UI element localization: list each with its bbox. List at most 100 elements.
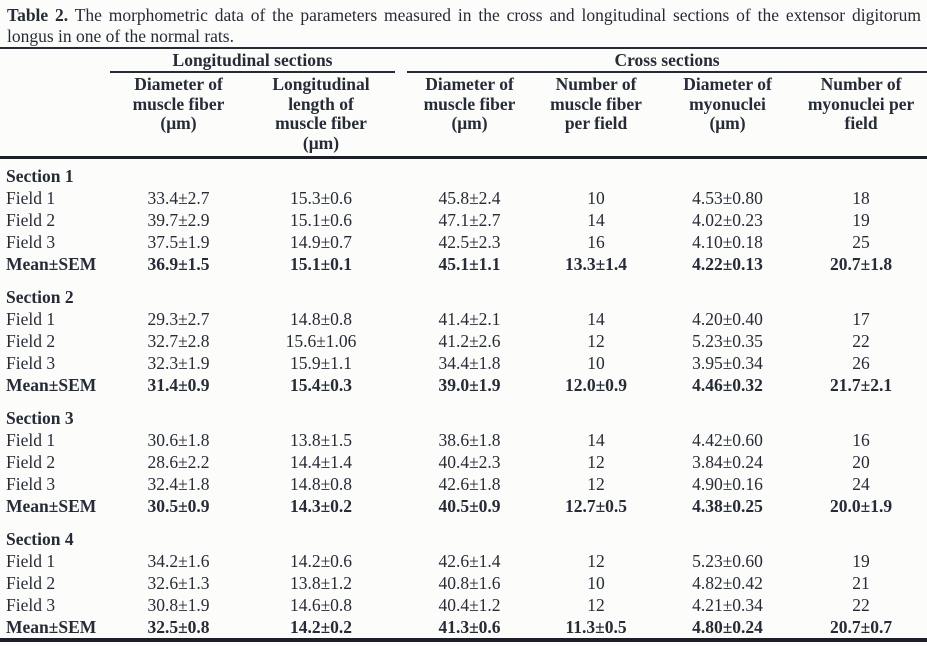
cell-value: 40.4±2.3 xyxy=(438,452,501,472)
col-header-longitudinal-length: Longitudinal length of muscle fiber (μm) xyxy=(247,72,396,159)
cell-value: 32.4±1.8 xyxy=(147,474,210,494)
column-gap xyxy=(395,572,407,594)
field-row: Field 1 34.2±1.6 14.2±0.6 42.6±1.4 12 5.23±0.… xyxy=(0,550,927,572)
cell-value: 3.95±0.34 xyxy=(692,353,763,373)
column-gap xyxy=(395,330,407,352)
section-header-row: Section 4 xyxy=(0,517,927,550)
row-label: Field 2 xyxy=(6,210,56,230)
group-gap xyxy=(395,72,408,159)
group-gap xyxy=(395,48,407,72)
cell-value: 14.6±0.8 xyxy=(289,595,353,615)
cell-value: 24 xyxy=(852,474,870,494)
cell-value: 4.90±0.16 xyxy=(692,474,763,494)
column-gap xyxy=(395,187,407,209)
cell-value: 15.1±0.6 xyxy=(289,210,353,230)
cell-value: 21.7±2.1 xyxy=(829,375,893,395)
cell-value: 20.7±1.8 xyxy=(829,254,893,274)
col-header-number-muscle-fiber: Number of muscle fiber per field xyxy=(532,72,661,159)
field-row: Field 1 33.4±2.7 15.3±0.6 45.8±2.4 10 4.53±0.… xyxy=(0,187,927,209)
column-gap xyxy=(395,594,407,616)
cell-value: 14 xyxy=(587,430,605,450)
cell-value: 10 xyxy=(587,573,605,593)
cell-value: 15.1±0.1 xyxy=(289,254,353,274)
column-gap xyxy=(395,374,407,396)
cell-value: 36.9±1.5 xyxy=(147,254,210,274)
stub-cell xyxy=(0,72,110,159)
cell-value: 12 xyxy=(587,474,605,494)
section-header-row: Section 3 xyxy=(0,396,927,429)
cell-value: 14.2±0.6 xyxy=(289,551,353,571)
row-label: Field 1 xyxy=(6,551,56,571)
column-gap xyxy=(395,308,407,330)
row-label: Mean±SEM xyxy=(6,496,97,516)
cell-value: 26 xyxy=(852,353,870,373)
cell-value: 42.6±1.4 xyxy=(438,551,501,571)
group-longitudinal-sections: Longitudinal sections xyxy=(110,48,396,73)
column-gap xyxy=(395,451,407,473)
cell-value: 45.1±1.1 xyxy=(438,254,501,274)
row-label: Field 3 xyxy=(6,474,56,494)
cell-value: 14.4±1.4 xyxy=(289,452,353,472)
cell-value: 40.8±1.6 xyxy=(438,573,501,593)
cell-value: 13.8±1.2 xyxy=(289,573,353,593)
caption-label: Table 2. xyxy=(7,5,69,25)
col-header-diameter-muscle-fiber-cross: Diameter of muscle fiber (μm) xyxy=(407,72,533,159)
caption-text: The morphometric data of the parameters … xyxy=(7,5,921,46)
section-header-row: Section 2 xyxy=(0,275,927,308)
morphometric-table: Longitudinal sections Cross sections Dia… xyxy=(0,47,927,642)
col-header-diameter-myonuclei: Diameter of myonuclei (μm) xyxy=(660,72,796,159)
column-gap xyxy=(395,209,407,231)
stub-cell xyxy=(0,48,110,72)
cell-value: 12.0±0.9 xyxy=(564,375,628,395)
cell-value: 13.8±1.5 xyxy=(289,430,353,450)
column-gap xyxy=(395,495,407,517)
cell-value: 4.46±0.32 xyxy=(692,375,763,395)
field-row: Field 2 32.7±2.8 15.6±1.06 41.2±2.6 12 5.23±0… xyxy=(0,330,927,352)
cell-value: 42.6±1.8 xyxy=(438,474,501,494)
cell-value: 3.84±0.24 xyxy=(692,452,763,472)
col-header-number-myonuclei: Number of myonuclei per field xyxy=(795,72,927,159)
cell-value: 14.3±0.2 xyxy=(289,496,353,516)
cell-value: 41.3±0.6 xyxy=(438,617,501,637)
cell-value: 17 xyxy=(852,309,870,329)
row-label: Field 2 xyxy=(6,331,56,351)
cell-value: 4.22±0.13 xyxy=(692,254,763,274)
cell-value: 37.5±1.9 xyxy=(147,232,210,252)
cell-value: 12.7±0.5 xyxy=(564,496,628,516)
cell-value: 15.3±0.6 xyxy=(289,188,353,208)
cell-value: 12 xyxy=(587,595,605,615)
mean-row: Mean±SEM 36.9±1.5 15.1±0.1 45.1±1.1 13.3±1.4… xyxy=(0,253,927,275)
row-label: Field 3 xyxy=(6,353,56,373)
cell-value: 30.5±0.9 xyxy=(147,496,210,516)
cell-value: 16 xyxy=(852,430,870,450)
row-label: Field 1 xyxy=(6,430,56,450)
table-body: Section 1 Field 1 33.4±2.7 15.3±0.6 45.8±2.4… xyxy=(0,158,927,641)
cell-value: 32.6±1.3 xyxy=(147,573,210,593)
column-gap xyxy=(395,616,407,640)
cell-value: 45.8±2.4 xyxy=(438,188,501,208)
mean-row: Mean±SEM 30.5±0.9 14.3±0.2 40.5±0.9 12.7±0.5… xyxy=(0,495,927,517)
field-row: Field 1 29.3±2.7 14.8±0.8 41.4±2.1 14 4.20±0.… xyxy=(0,308,927,330)
table-caption: Table 2. The morphometric data of the pa… xyxy=(0,0,927,47)
mean-row: Mean±SEM 31.4±0.9 15.4±0.3 39.0±1.9 12.0±0.9… xyxy=(0,374,927,396)
cell-value: 12 xyxy=(587,551,605,571)
section-label: Section 4 xyxy=(6,529,74,549)
cell-value: 42.5±2.3 xyxy=(438,232,501,252)
cell-value: 14.8±0.8 xyxy=(289,309,353,329)
row-label: Mean±SEM xyxy=(6,375,97,395)
cell-value: 4.42±0.60 xyxy=(692,430,763,450)
cell-value: 40.5±0.9 xyxy=(438,496,501,516)
cell-value: 11.3±0.5 xyxy=(565,617,627,637)
cell-value: 34.4±1.8 xyxy=(438,353,501,373)
cell-value: 10 xyxy=(587,188,605,208)
cell-value: 19 xyxy=(852,210,870,230)
cell-value: 4.53±0.80 xyxy=(692,188,763,208)
cell-value: 41.2±2.6 xyxy=(438,331,501,351)
cell-value: 13.3±1.4 xyxy=(564,254,628,274)
cell-value: 30.6±1.8 xyxy=(147,430,210,450)
row-label: Mean±SEM xyxy=(6,617,97,637)
cell-value: 19 xyxy=(852,551,870,571)
row-label: Field 1 xyxy=(6,188,56,208)
cell-value: 20 xyxy=(852,452,870,472)
cell-value: 28.6±2.2 xyxy=(147,452,210,472)
